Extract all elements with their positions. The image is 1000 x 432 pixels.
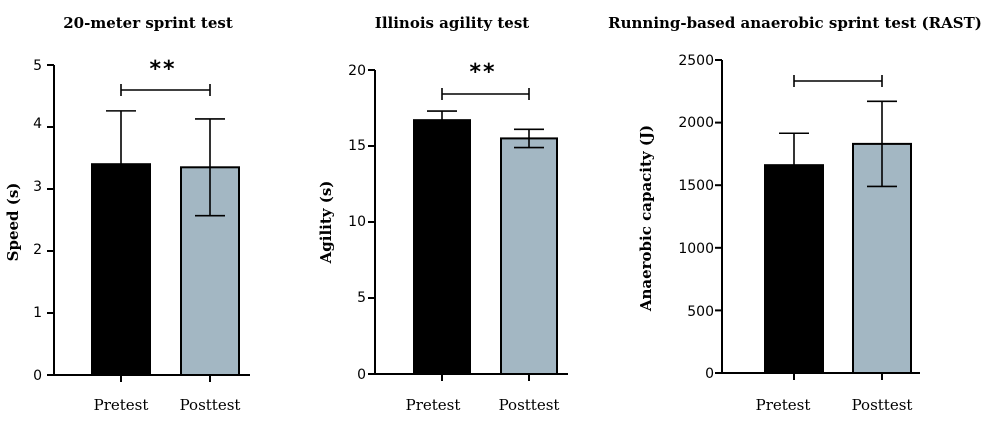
bar-pretest xyxy=(413,119,471,375)
y-tick-label: 5 xyxy=(357,290,366,306)
chart-panel-sprint: 20-meter sprint test Speed (s) 0 1 2 3 4… xyxy=(4,14,240,414)
y-tick-label: 0 xyxy=(357,367,366,383)
chart-panel-agility: Illinois agility test Agility (s) 0 5 10… xyxy=(317,14,559,414)
y-tick-label: 3 xyxy=(33,179,42,195)
bar-posttest xyxy=(500,137,558,375)
chart-title: Illinois agility test xyxy=(375,14,529,32)
y-tick-label: 500 xyxy=(687,304,714,320)
y-axis-label: Anaerobic capacity (J) xyxy=(637,125,655,312)
y-tick-label: 1000 xyxy=(678,241,714,257)
y-tick-label: 2500 xyxy=(678,53,714,69)
y-tick-label: 15 xyxy=(348,138,366,154)
y-tick-label: 2 xyxy=(33,242,42,258)
y-tick-label: 0 xyxy=(33,368,42,384)
bar-pretest xyxy=(764,164,824,374)
x-tick-label: Pretest xyxy=(406,396,461,414)
y-axis-label: Speed (s) xyxy=(4,183,22,262)
chart-title: Running-based anaerobic sprint test (RAS… xyxy=(608,14,982,32)
y-tick-label: 2000 xyxy=(678,115,714,131)
x-tick-label: Pretest xyxy=(94,396,149,414)
chart-marks xyxy=(47,59,920,382)
chart-title: 20-meter sprint test xyxy=(63,14,233,32)
y-tick-label: 1 xyxy=(33,305,42,321)
y-tick-label: 0 xyxy=(705,366,714,382)
y-axis-label: Agility (s) xyxy=(317,181,335,265)
significance-label: ** xyxy=(469,60,496,85)
y-tick-label: 10 xyxy=(348,214,366,230)
x-tick-label: Posttest xyxy=(180,396,241,414)
x-tick-label: Posttest xyxy=(852,396,913,414)
y-tick-label: 5 xyxy=(33,58,42,74)
chart-panel-rast: Running-based anaerobic sprint test (RAS… xyxy=(608,14,982,414)
y-tick-label: 1500 xyxy=(678,178,714,194)
x-tick-label: Posttest xyxy=(499,396,560,414)
y-tick-label: 20 xyxy=(348,63,366,79)
y-tick-label: 4 xyxy=(33,116,42,132)
significance-label: ** xyxy=(149,57,176,82)
x-tick-label: Pretest xyxy=(756,396,811,414)
